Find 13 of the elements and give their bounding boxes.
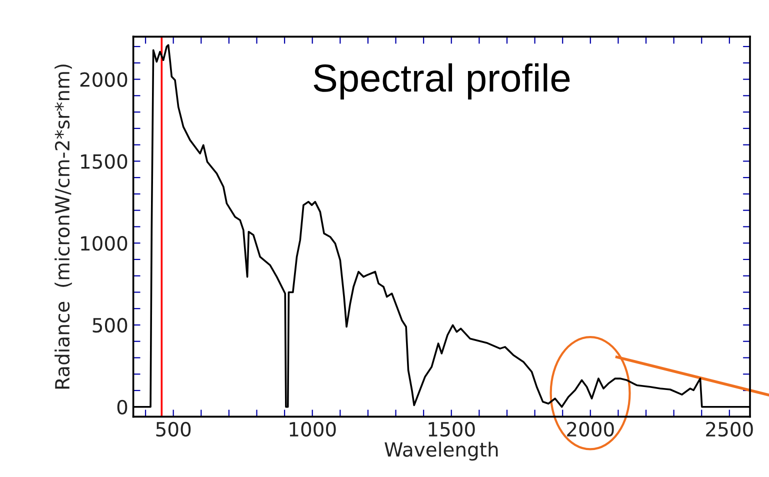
y-tick-label: 0 (117, 400, 128, 415)
x-tick-label: 2000 (567, 422, 614, 437)
x-tick-label: 1000 (290, 422, 336, 437)
x-tick-label: 2500 (706, 422, 753, 437)
y-tick-label: 500 (92, 318, 128, 333)
y-tick-label: 2000 (80, 72, 128, 87)
y-tick-label: 1000 (81, 236, 128, 251)
x-tick-label: 500 (156, 422, 191, 437)
y-axis-title: Radiance (micronW/cm-2*sr*nm) (54, 64, 72, 389)
x-axis-title: Wavelength (384, 442, 498, 461)
x-tick-label: 1500 (428, 422, 475, 437)
y-tick-label: 1500 (81, 154, 128, 169)
text: Spectral profile (314, 63, 570, 100)
